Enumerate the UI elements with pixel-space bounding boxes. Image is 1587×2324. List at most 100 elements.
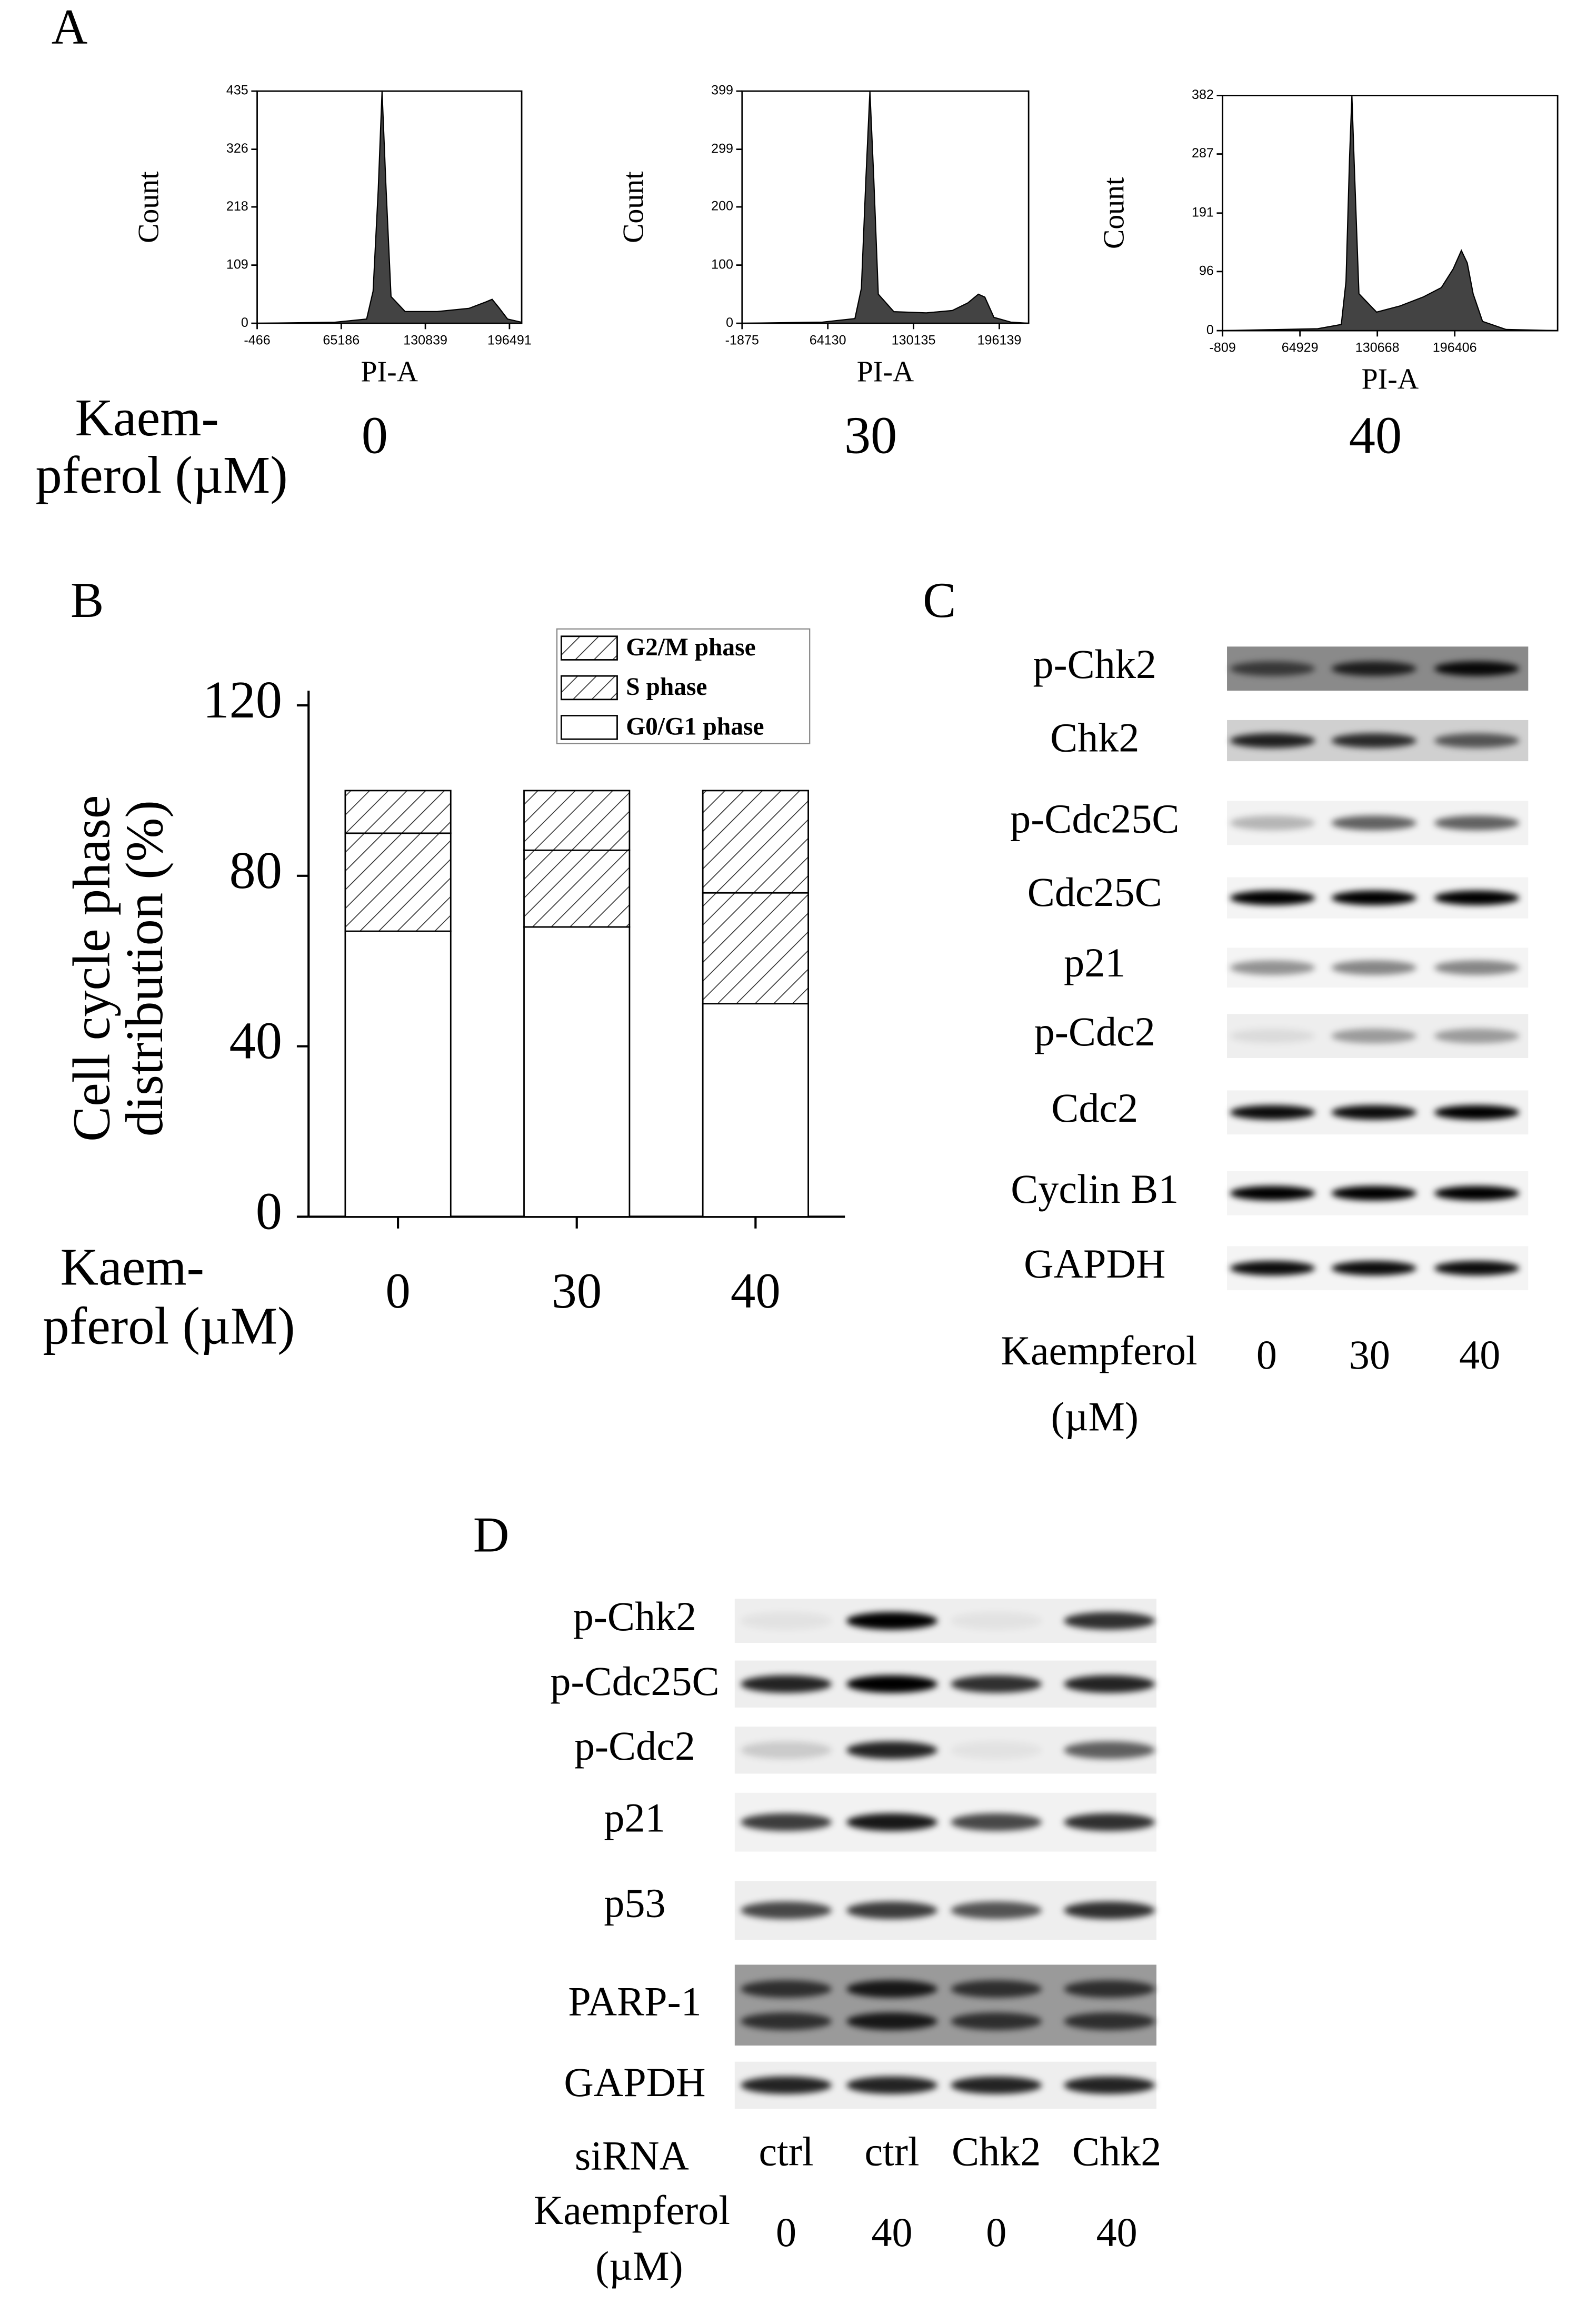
blot-band <box>741 2076 832 2094</box>
blot-band <box>1434 661 1520 676</box>
blot-band <box>1230 661 1315 676</box>
blot-band <box>1434 960 1520 975</box>
y-tick-label: 80 <box>229 841 282 900</box>
blot-label: p-Chk2 <box>573 1593 696 1639</box>
blot-strip <box>734 1964 1157 2046</box>
blot-band <box>951 2012 1042 2030</box>
blot-band <box>1064 2076 1155 2094</box>
y-axis-label: Count <box>617 171 650 243</box>
bar-segment <box>523 790 631 851</box>
blot-band <box>951 1675 1042 1693</box>
blot-band <box>1434 1185 1520 1201</box>
x-tick-label: 64929 <box>1282 340 1319 355</box>
dose-label: (µM) <box>1051 1393 1139 1439</box>
bar-segment <box>702 790 809 894</box>
y-axis-label: distribution (%) <box>115 800 174 1136</box>
y-tick-label: 200 <box>711 199 733 214</box>
blot-band <box>846 1980 938 1998</box>
lane-label: 0 <box>1256 1332 1277 1378</box>
blot-band <box>1434 1029 1520 1044</box>
dose-label: Kaempferol <box>534 2187 730 2233</box>
blot-band <box>741 1741 832 1759</box>
legend-swatch <box>561 675 618 701</box>
y-tick-label: 399 <box>711 83 733 98</box>
legend-swatch <box>561 635 618 661</box>
blot-label: GAPDH <box>564 2059 705 2105</box>
y-tick-label: 120 <box>203 670 282 729</box>
x-tick-label: 64130 <box>810 333 846 347</box>
blot-band <box>846 1741 938 1759</box>
lane-label: 0 <box>776 2209 796 2255</box>
blot-band <box>951 1813 1042 1831</box>
y-tick-label: 191 <box>1192 205 1214 220</box>
blot-band <box>1331 960 1417 975</box>
blot-band <box>1434 733 1520 748</box>
blot-band <box>1331 1105 1417 1120</box>
blot-band <box>741 1675 832 1693</box>
x-tick-label: 130135 <box>892 333 936 347</box>
y-tick-label: 109 <box>226 257 248 272</box>
x-tick-label: 130839 <box>403 333 447 347</box>
y-tick-label: 326 <box>226 141 248 156</box>
legend-swatch <box>561 715 618 740</box>
dose-label: Kaempferol <box>1001 1328 1197 1373</box>
x-tick-label: -809 <box>1210 340 1236 355</box>
blot-band <box>1331 1029 1417 1044</box>
lane-label: 40 <box>871 2209 912 2255</box>
bar-segment <box>344 832 452 932</box>
panel-label: D <box>473 1507 510 1562</box>
y-tick-label: 100 <box>711 257 733 272</box>
blot-label: Chk2 <box>1050 715 1139 761</box>
blot-label: p21 <box>604 1795 665 1841</box>
x-tick-label: 196139 <box>977 333 1022 347</box>
y-tick-label: 299 <box>711 141 733 156</box>
blot-band <box>846 1901 938 1919</box>
x-axis-label: Kaem- <box>61 1238 204 1296</box>
dose-label: Kaem- <box>75 388 218 447</box>
lane-label: 40 <box>1096 2209 1137 2255</box>
y-tick-label: 40 <box>229 1011 282 1070</box>
blot-band <box>1230 733 1315 748</box>
bar-segment <box>523 849 631 928</box>
lane-label: 40 <box>1459 1332 1500 1378</box>
lane-label: ctrl <box>864 2128 919 2174</box>
blot-band <box>1331 890 1417 905</box>
blot-band <box>1064 1612 1155 1630</box>
blot-label: p-Cdc2 <box>574 1723 695 1769</box>
blot-band <box>1230 1105 1315 1120</box>
blot-band <box>1230 1261 1315 1276</box>
blot-band <box>1434 1261 1520 1276</box>
bar-segment <box>523 926 631 1218</box>
blot-band <box>1064 1901 1155 1919</box>
legend-frame <box>556 628 811 744</box>
blot-label: p-Cdc2 <box>1034 1009 1155 1054</box>
blot-band <box>951 1901 1042 1919</box>
bar-segment <box>344 930 452 1218</box>
blot-band <box>951 1741 1042 1759</box>
plot-frame <box>741 90 1030 324</box>
x-axis-label: PI-A <box>361 356 418 388</box>
panel-label: C <box>923 572 956 628</box>
histogram-area <box>1222 95 1558 332</box>
blot-band <box>1331 661 1417 676</box>
blot-band <box>741 1980 832 1998</box>
blot-label: GAPDH <box>1024 1241 1165 1286</box>
y-axis-label: Count <box>1097 177 1130 249</box>
blot-band <box>1064 1675 1155 1693</box>
blot-band <box>1331 1185 1417 1201</box>
lane-label: Chk2 <box>1072 2128 1161 2174</box>
blot-band <box>741 2012 832 2030</box>
lane-label: 0 <box>986 2209 1006 2255</box>
blot-band <box>1064 1813 1155 1831</box>
blot-band <box>1064 1741 1155 1759</box>
x-tick-label: 30 <box>552 1263 602 1319</box>
x-tick-label: -466 <box>244 333 270 347</box>
blot-band <box>1230 815 1315 831</box>
dose-value: 30 <box>844 406 897 465</box>
blot-band <box>1230 1185 1315 1201</box>
y-tick-label: 0 <box>241 315 248 330</box>
y-tick-label: 218 <box>226 199 248 214</box>
blot-band <box>846 1813 938 1831</box>
lane-label: Chk2 <box>952 2128 1041 2174</box>
bar-segment <box>344 790 452 834</box>
